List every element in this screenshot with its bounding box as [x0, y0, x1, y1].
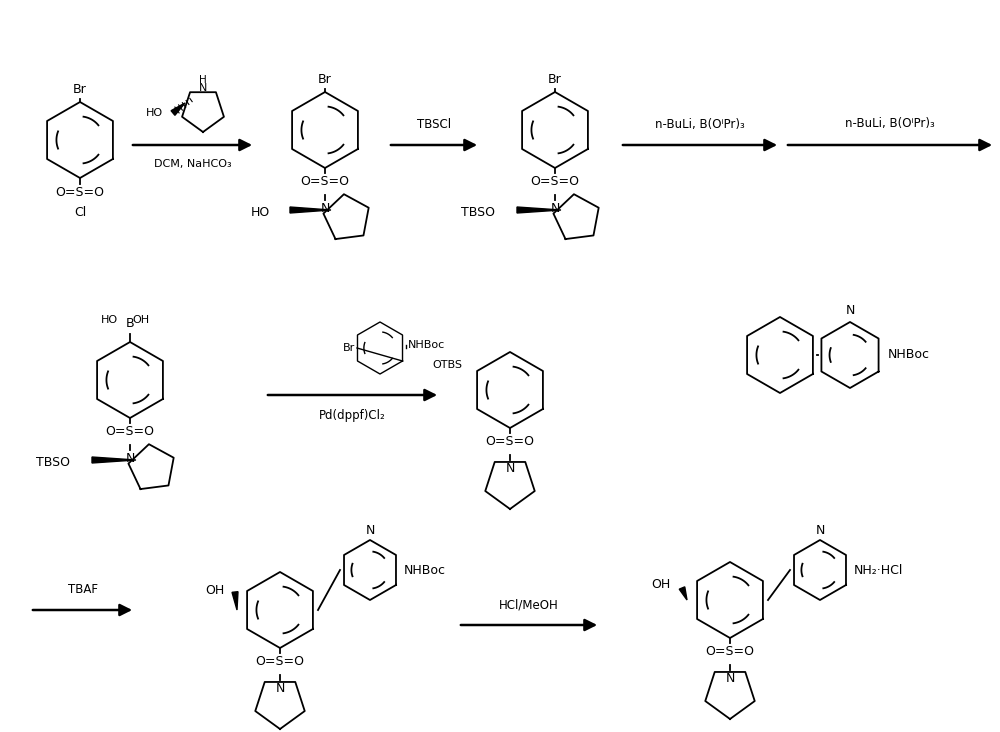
Text: OH: OH [206, 583, 225, 597]
Text: O=S=O: O=S=O [486, 435, 534, 448]
Text: N: N [505, 462, 515, 475]
Text: Br: Br [343, 343, 355, 353]
Polygon shape [232, 591, 238, 610]
Text: N: N [725, 672, 735, 685]
Text: O=S=O: O=S=O [530, 175, 580, 188]
Text: OTBS: OTBS [432, 360, 462, 370]
Text: N: N [815, 524, 825, 537]
Text: N: N [275, 682, 285, 695]
Text: TBSO: TBSO [461, 206, 495, 220]
Text: O=S=O: O=S=O [256, 655, 304, 668]
Polygon shape [679, 587, 687, 600]
Text: Cl: Cl [74, 206, 86, 219]
Text: O=S=O: O=S=O [56, 186, 104, 199]
Polygon shape [92, 457, 136, 463]
Text: N: N [365, 524, 375, 537]
Text: NHBoc: NHBoc [408, 340, 445, 350]
Text: NHBoc: NHBoc [404, 564, 446, 577]
Text: HCl/MeOH: HCl/MeOH [499, 598, 559, 611]
Text: O=S=O: O=S=O [300, 175, 350, 188]
Text: N: N [320, 202, 330, 215]
Text: TBAF: TBAF [68, 583, 98, 596]
Text: N: N [199, 83, 207, 93]
Text: NHBoc: NHBoc [888, 348, 930, 362]
Text: N: N [550, 202, 560, 215]
Text: Br: Br [318, 73, 332, 86]
Text: HO: HO [251, 206, 270, 220]
Text: Pd(dppf)Cl₂: Pd(dppf)Cl₂ [319, 409, 386, 422]
Text: Br: Br [548, 73, 562, 86]
Text: TBSO: TBSO [36, 457, 70, 469]
Text: H: H [199, 75, 207, 85]
Text: Br: Br [73, 83, 87, 96]
Text: HO: HO [101, 315, 118, 325]
Text: NH₂·HCl: NH₂·HCl [854, 564, 903, 577]
Text: n-BuLi, B(OⁱPr)₃: n-BuLi, B(OⁱPr)₃ [845, 117, 935, 130]
Text: B: B [126, 317, 134, 330]
Text: O=S=O: O=S=O [106, 425, 154, 438]
Polygon shape [517, 207, 561, 213]
Text: n-BuLi, B(OⁱPr)₃: n-BuLi, B(OⁱPr)₃ [655, 118, 745, 131]
Text: DCM, NaHCO₃: DCM, NaHCO₃ [154, 159, 231, 169]
Text: TBSCl: TBSCl [417, 118, 451, 131]
Text: N: N [125, 452, 135, 465]
Polygon shape [171, 103, 185, 116]
Text: HO: HO [146, 108, 163, 118]
Text: O=S=O: O=S=O [706, 645, 755, 658]
Text: N: N [845, 304, 855, 317]
Text: OH: OH [651, 578, 670, 591]
Polygon shape [290, 207, 331, 213]
Text: OH: OH [132, 315, 149, 325]
